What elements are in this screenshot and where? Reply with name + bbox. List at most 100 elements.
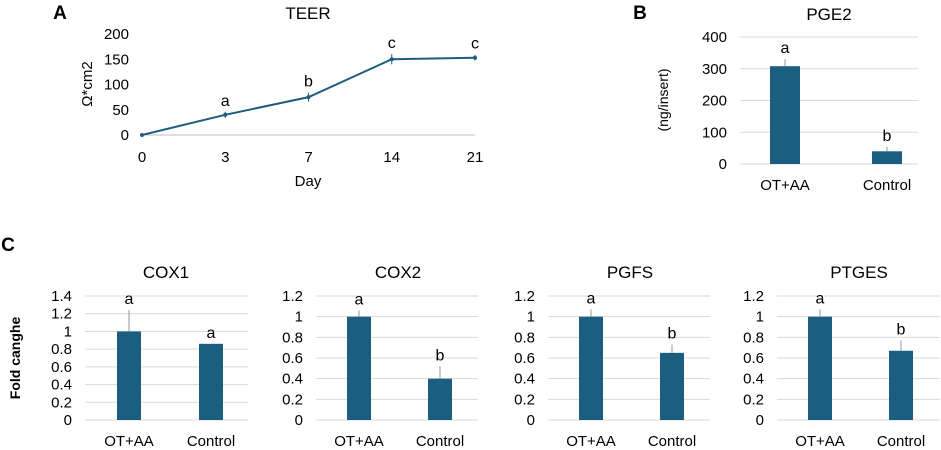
data-point [306,95,311,100]
y-tick-label: 1 [295,309,303,326]
y-tick-label: 0.6 [282,350,303,367]
chart-title: PGE2 [806,5,851,24]
significance-letter: a [587,290,596,307]
x-tick-label: Control [648,433,696,450]
y-tick-label: 1.2 [282,288,303,305]
y-tick-label: 0 [756,412,764,429]
panel-label: B [633,3,647,24]
x-tick-label: Control [863,177,911,194]
y-tick-label: 400 [702,29,727,46]
y-tick-label: 1 [64,323,72,340]
significance-letter: b [883,128,892,145]
chart-title: COX1 [143,263,189,282]
panel-c-ptges: PTGES 0 0.2 0.4 0.6 0.8 1 1.2 a OT+AA b Control [743,263,940,450]
y-axis-label: Ω*cm2 [79,61,96,106]
bar [117,331,141,420]
x-tick-label: 7 [304,149,312,166]
x-tick-label: OT+AA [334,433,384,450]
data-point [389,57,394,62]
y-tick-label: 300 [702,61,727,78]
y-tick-label: 100 [104,77,129,94]
y-tick-label: 0 [121,127,129,144]
panel-c-cox1: C COX1 Fold canghe 00.20.40.60.811.21.4 a OT+… [1,235,248,450]
y-tick-label: 0.4 [743,371,764,388]
y-tick-label: 0 [295,412,303,429]
y-tick-label: 1 [527,309,535,326]
y-tick-label: 0.4 [514,371,535,388]
chart-title: COX2 [375,263,421,282]
panel-c-pgfs: PGFS 0 0.2 0.4 0.6 0.8 1 1.2 a OT+AA b Control [514,263,710,450]
x-tick-label: 14 [383,149,400,166]
y-tick-label: 0.4 [51,377,72,394]
y-tick-label: 1.2 [514,288,535,305]
y-tick-label: 0.2 [51,394,72,411]
y-tick-label: 0.6 [514,350,535,367]
significance-letter: c [388,35,396,52]
y-tick-label: 200 [104,26,129,43]
y-tick-label: 1.4 [51,288,72,305]
panel-c-cox2: COX2 0 0.2 0.4 0.6 0.8 1 1.2 a OT+AA b Control [282,263,478,450]
y-tick-label: 100 [702,124,727,141]
x-axis-label: Day [295,173,322,190]
panel-label: A [53,3,67,24]
y-tick-label: 0.6 [743,350,764,367]
y-tick-label: 0 [527,412,535,429]
bar [428,378,452,420]
y-tick-label: 0.2 [282,391,303,408]
x-tick-label: 0 [138,149,146,166]
y-tick-label: 0 [719,156,727,173]
significance-letter: b [668,326,677,343]
x-tick-label: Control [877,433,925,450]
significance-letter: a [816,290,825,307]
bar [872,151,902,164]
y-tick-label: 50 [112,102,129,119]
x-tick-label: Control [416,433,464,450]
y-tick-label: 0.4 [282,371,303,388]
x-tick-label: 3 [221,149,229,166]
data-point [223,112,228,117]
y-tick-label: 0 [64,412,72,429]
significance-letter: b [304,74,313,91]
y-tick-label: 0.8 [51,341,72,358]
bar [199,343,223,420]
panel-label: C [1,235,15,256]
panel-b: B PGE2 (ng/insert) 0 100 200 300 400 a OT+AA b Cont… [633,3,918,194]
chart-title: PTGES [830,263,888,282]
y-tick-label: 0.2 [514,391,535,408]
y-axis-label: Fold canghe [7,317,23,400]
y-axis-label: (ng/insert) [655,68,671,131]
x-tick-label: Control [187,433,235,450]
y-tick-label: 1.2 [743,288,764,305]
x-tick-label: OT+AA [760,177,810,194]
y-tick-label: 0.2 [743,391,764,408]
bar [889,350,913,420]
y-tick-label: 1 [756,309,764,326]
significance-letter: b [897,321,906,338]
y-tick-label: 0.8 [514,329,535,346]
y-tick-label: 0.6 [51,359,72,376]
significance-letter: b [436,347,445,364]
bar [579,316,603,420]
significance-letter: a [781,40,790,57]
significance-letter: a [207,325,216,342]
panel-a: A TEER Ω*cm2 0 50 100 150 200 0 a 3 b 7 c 14 c 21 Day [53,3,483,190]
x-tick-label: OT+AA [566,433,616,450]
x-tick-label: OT+AA [104,433,154,450]
significance-letter: a [125,291,134,308]
significance-letter: a [221,93,230,110]
bar [347,316,371,420]
bar [660,352,684,420]
bar [808,316,832,420]
bar [770,66,800,164]
y-tick-label: 1.2 [51,306,72,323]
y-tick-label: 0.8 [282,329,303,346]
y-tick-label: 0.8 [743,329,764,346]
chart-title: TEER [285,4,330,23]
data-point [140,133,144,137]
significance-letter: c [471,36,479,53]
x-tick-label: 21 [467,149,484,166]
significance-letter: a [355,291,364,308]
chart-title: PGFS [607,263,653,282]
y-tick-label: 150 [104,51,129,68]
